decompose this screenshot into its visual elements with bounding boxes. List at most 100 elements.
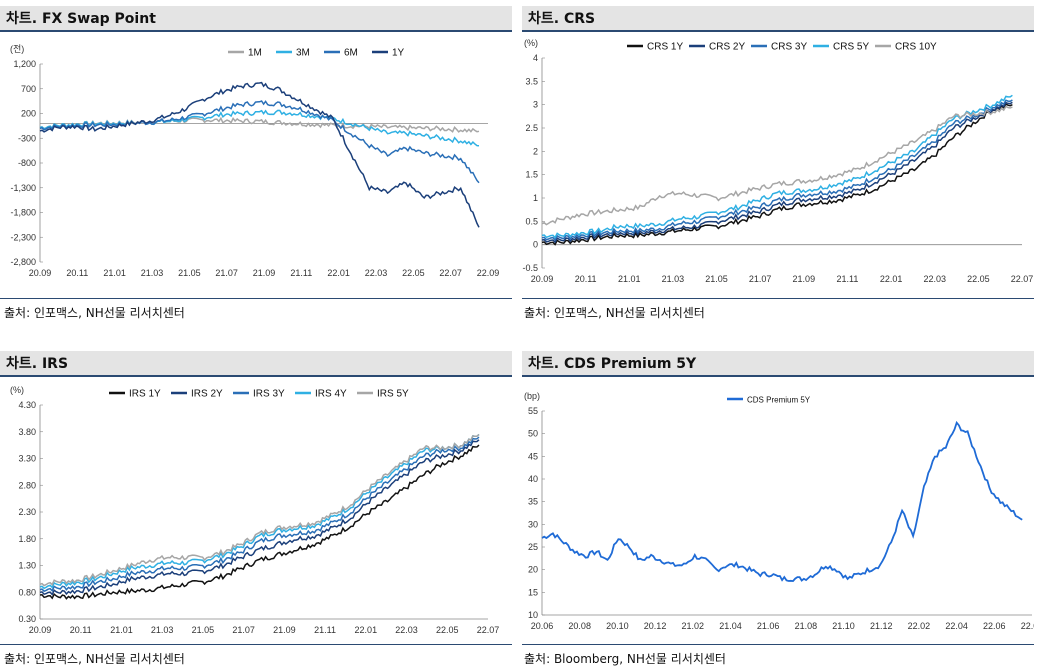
- y-tick-label: -1,800: [10, 208, 36, 218]
- series-line-1y: [39, 81, 480, 228]
- y-tick-label: 3.5: [525, 76, 538, 86]
- series-line-crs-10y: [541, 105, 1013, 226]
- x-tick-label: 22.03: [923, 274, 946, 284]
- y-tick-label: 0.80: [18, 587, 36, 597]
- x-tick-label: 21.01: [103, 268, 126, 278]
- legend-label: CDS Premium 5Y: [747, 396, 811, 405]
- y-tick-label: 1,200: [13, 59, 36, 69]
- y-tick-label: 0: [533, 240, 538, 250]
- legend-label: CRS 10Y: [895, 42, 937, 53]
- x-tick-label: 21.09: [273, 625, 296, 635]
- y-tick-label: 3.30: [18, 454, 36, 464]
- x-tick-label: 20.11: [70, 625, 92, 635]
- x-tick-label: 21.09: [793, 274, 816, 284]
- y-tick-label: 2: [533, 146, 538, 156]
- x-tick-label: 22.05: [402, 268, 425, 278]
- irs-chart: (%)4.303.803.302.802.301.801.300.800.302…: [10, 385, 500, 635]
- y-tick-label: 3.80: [18, 427, 36, 437]
- x-tick-label: 22.01: [355, 625, 378, 635]
- x-tick-label: 21.01: [110, 625, 133, 635]
- y-tick-label: 2.30: [18, 507, 36, 517]
- source-note: 출처: 인포맥스, NH선물 리서치센터: [4, 306, 185, 320]
- y-tick-label: 700: [21, 84, 36, 94]
- x-tick-label: 21.03: [662, 274, 685, 284]
- series-line-irs-4y: [39, 433, 480, 590]
- y-tick-label: 0.30: [18, 614, 36, 624]
- legend-label: 6M: [344, 48, 358, 59]
- crs-chart: (%) 4 3.5 3 2.5 2 1.5 1 0.5 0 -0.520.09 20.11 21.01 2…: [522, 38, 1033, 284]
- y-tick-label: 45: [528, 451, 538, 461]
- legend-label: IRS 3Y: [253, 389, 285, 400]
- series-line-crs-1y: [541, 103, 1013, 246]
- y-tick-label: 30: [528, 519, 538, 529]
- x-tick-label: 21.03: [141, 268, 164, 278]
- x-tick-label: 21.09: [253, 268, 276, 278]
- series-line-irs-1y: [39, 444, 480, 600]
- x-tick-label: 22.03: [365, 268, 388, 278]
- y-tick-label: 4: [533, 53, 538, 63]
- y-tick-label: 35: [528, 497, 538, 507]
- x-tick-label: 22.07: [477, 625, 500, 635]
- x-tick-label: 20.09: [531, 274, 554, 284]
- x-tick-label: 22.09: [477, 268, 500, 278]
- irs-panel: 차트. IRS: [0, 351, 512, 377]
- series-line-crs-3y: [541, 99, 1013, 242]
- x-tick-label: 21.07: [215, 268, 238, 278]
- x-tick-label: 21.07: [749, 274, 772, 284]
- divider: [522, 298, 1034, 299]
- y-tick-label: -0.5: [522, 263, 538, 273]
- x-tick-label: 21.04: [719, 621, 742, 631]
- x-tick-label: 21.10: [832, 621, 855, 631]
- x-tick-label: 21.11: [290, 268, 312, 278]
- source-note: 출처: 인포맥스, NH선물 리서치센터: [524, 306, 705, 320]
- x-tick-label: 22.07: [439, 268, 462, 278]
- x-tick-label: 21.08: [795, 621, 818, 631]
- series-line-irs-3y: [39, 436, 480, 593]
- series-line-3m: [39, 109, 480, 147]
- legend-label: CRS 2Y: [709, 42, 745, 53]
- x-tick-label: 21.05: [192, 625, 215, 635]
- panel-title: 차트. CRS: [522, 6, 1034, 32]
- x-tick-label: 20.09: [29, 268, 52, 278]
- y-tick-label: 10: [528, 610, 538, 620]
- x-tick-label: 21.06: [757, 621, 780, 631]
- x-tick-label: 22.08: [1021, 621, 1034, 631]
- x-tick-label: 20.11: [66, 268, 88, 278]
- x-tick-label: 21.11: [837, 274, 859, 284]
- fx-swap-chart: (전) 1,200 700 200 -300 -800 -1,300 -1,800 -2,300…: [10, 44, 500, 278]
- y-tick-label: 25: [528, 542, 538, 552]
- series-line-crs-5y: [541, 94, 1013, 239]
- legend-label: IRS 2Y: [191, 389, 223, 400]
- x-tick-label: 20.09: [29, 625, 52, 635]
- x-tick-label: 20.11: [575, 274, 597, 284]
- unit-label: (bp): [524, 391, 540, 401]
- y-tick-label: 20: [528, 565, 538, 575]
- x-tick-label: 22.03: [395, 625, 418, 635]
- x-tick-label: 22.01: [880, 274, 903, 284]
- y-tick-label: 1: [533, 193, 538, 203]
- y-tick-label: -2,300: [10, 232, 36, 242]
- x-tick-label: 21.03: [151, 625, 174, 635]
- x-tick-label: 22.02: [908, 621, 931, 631]
- x-tick-label: 21.12: [870, 621, 893, 631]
- y-tick-label: 2.80: [18, 480, 36, 490]
- fx-swap-panel: 차트. FX Swap Point: [0, 6, 512, 32]
- x-tick-label: 21.05: [705, 274, 728, 284]
- legend-label: 1Y: [392, 48, 405, 59]
- series-line-6m: [39, 100, 480, 184]
- x-tick-label: 22.05: [436, 625, 459, 635]
- legend-label: IRS 1Y: [129, 389, 161, 400]
- y-tick-label: 2.5: [525, 123, 538, 133]
- series-line-cds-premium-5y: [541, 420, 1023, 583]
- x-tick-label: 21.01: [618, 274, 641, 284]
- y-tick-label: 1.5: [525, 170, 538, 180]
- x-tick-label: 20.10: [606, 621, 629, 631]
- divider: [0, 644, 512, 645]
- series-line-irs-5y: [39, 433, 480, 587]
- legend-label: CRS 5Y: [833, 42, 869, 53]
- unit-label: (전): [10, 44, 24, 54]
- x-tick-label: 21.05: [178, 268, 201, 278]
- x-tick-label: 20.06: [531, 621, 554, 631]
- legend-label: IRS 5Y: [377, 389, 409, 400]
- panel-title: 차트. FX Swap Point: [0, 6, 512, 32]
